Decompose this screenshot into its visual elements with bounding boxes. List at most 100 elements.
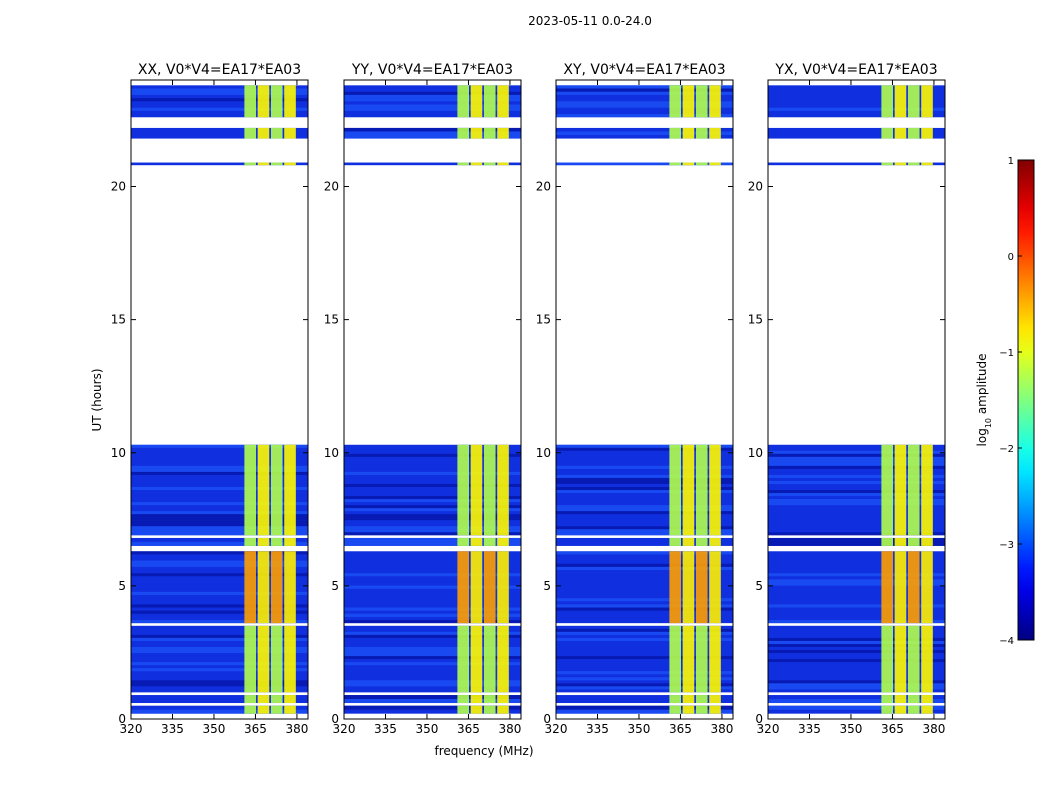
noise-row-0-8-2 bbox=[131, 91, 308, 95]
rfi-column-1-1-3 bbox=[497, 695, 509, 704]
y-tick-label-3-0: 0 bbox=[755, 712, 763, 726]
rfi-column-2-8-1 bbox=[682, 85, 695, 118]
noise-row-3-5-10 bbox=[768, 474, 945, 478]
noise-row-0-2-14 bbox=[131, 668, 308, 672]
noise-row-0-5-28 bbox=[131, 529, 308, 533]
rfi-column-3-5-0 bbox=[881, 444, 894, 536]
noise-row-2-8-2 bbox=[556, 91, 733, 95]
rfi-column-1-4-2 bbox=[483, 537, 496, 546]
rfi-column-3-0-0 bbox=[881, 705, 894, 714]
noise-row-2-2-4 bbox=[556, 637, 733, 641]
noise-row-2-5-29 bbox=[556, 532, 733, 536]
rfi-column-2-4-3 bbox=[709, 537, 721, 546]
x-tick-label-0-2: 350 bbox=[203, 722, 226, 736]
noise-row-0-5-22 bbox=[131, 511, 308, 515]
noise-row-3-5-16 bbox=[768, 493, 945, 497]
rfi-column-0-8-3 bbox=[284, 85, 296, 118]
y-tick-label-3-1: 5 bbox=[755, 579, 763, 593]
rfi-column-2-2-2 bbox=[695, 625, 708, 693]
rfi-column-3-6-0 bbox=[881, 162, 894, 166]
noise-row-2-6-0 bbox=[556, 162, 733, 166]
noise-row-3-5-3 bbox=[768, 453, 945, 457]
noise-row-1-2-9 bbox=[344, 653, 521, 657]
rfi-column-0-1-2 bbox=[270, 695, 283, 704]
rfi-column-2-4-0 bbox=[669, 537, 682, 546]
noise-row-3-3-9 bbox=[768, 579, 945, 583]
noise-row-3-3-17 bbox=[768, 604, 945, 608]
rfi-column-3-6-2 bbox=[907, 162, 920, 166]
y-tick-label-2-3: 15 bbox=[536, 313, 551, 327]
rfi-column-0-0-1 bbox=[257, 705, 270, 714]
rfi-column-2-5-0 bbox=[669, 444, 682, 536]
noise-row-0-2-18 bbox=[131, 680, 308, 684]
rfi-column-3-8-2 bbox=[907, 85, 920, 118]
rfi-column-1-4-3 bbox=[497, 537, 509, 546]
colorbar-tick-label-5: −4 bbox=[999, 636, 1014, 647]
x-tick-label-0-1: 335 bbox=[161, 722, 184, 736]
y-tick-label-1-3: 15 bbox=[324, 313, 339, 327]
rfi-column-1-6-0 bbox=[457, 162, 470, 166]
noise-row-0-2-12 bbox=[131, 662, 308, 666]
rfi-column-2-6-1 bbox=[682, 162, 695, 166]
noise-row-2-7-1 bbox=[556, 131, 733, 136]
noise-row-1-1-0 bbox=[344, 695, 521, 700]
rfi-column-3-1-3 bbox=[921, 695, 933, 704]
rfi-column-1-5-1 bbox=[470, 444, 483, 536]
rfi-column-2-7-3 bbox=[709, 127, 721, 139]
rfi-column-1-7-0 bbox=[457, 127, 470, 139]
colorbar-tick-label-3: −2 bbox=[999, 444, 1014, 455]
rfi-column-2-0-0 bbox=[669, 705, 682, 714]
rfi-column-2-6-2 bbox=[695, 162, 708, 166]
rfi-column-2-8-0 bbox=[669, 85, 682, 118]
rfi-column-2-4-2 bbox=[695, 537, 708, 546]
noise-row-0-2-19 bbox=[131, 683, 308, 687]
noise-row-2-2-10 bbox=[556, 656, 733, 660]
y-tick-label-3-2: 10 bbox=[748, 446, 763, 460]
rfi-column-2-1-1 bbox=[682, 695, 695, 704]
noise-row-0-3-7 bbox=[131, 573, 308, 577]
rfi-column-0-5-1 bbox=[257, 444, 270, 536]
data-segment-0-6 bbox=[131, 162, 308, 166]
rfi-column-1-3-1 bbox=[470, 551, 483, 624]
noise-row-1-2-12 bbox=[344, 662, 521, 666]
x-tick-label-0-3: 365 bbox=[244, 722, 267, 736]
noise-row-3-5-5 bbox=[768, 459, 945, 463]
x-tick-label-3-4: 380 bbox=[922, 722, 945, 736]
x-tick-label-1-0: 320 bbox=[333, 722, 356, 736]
y-tick-label-2-2: 10 bbox=[536, 446, 551, 460]
noise-row-2-5-1 bbox=[556, 447, 733, 451]
noise-row-1-8-2 bbox=[344, 91, 521, 95]
x-tick-label-3-3: 365 bbox=[881, 722, 904, 736]
noise-row-0-5-9 bbox=[131, 471, 308, 475]
noise-row-3-3-10 bbox=[768, 582, 945, 586]
y-tick-label-1-4: 20 bbox=[324, 180, 339, 194]
noise-row-0-5-29 bbox=[131, 532, 308, 536]
x-tick-label-3-1: 335 bbox=[798, 722, 821, 736]
rfi-column-1-2-1 bbox=[470, 625, 483, 693]
rfi-column-2-2-0 bbox=[669, 625, 682, 693]
noise-row-2-5-11 bbox=[556, 477, 733, 481]
rfi-column-1-1-0 bbox=[457, 695, 470, 704]
rfi-column-0-4-0 bbox=[244, 537, 257, 546]
rfi-column-3-3-2 bbox=[907, 551, 920, 624]
rfi-column-1-5-0 bbox=[457, 444, 470, 536]
data-segment-3-7 bbox=[768, 127, 945, 139]
y-tick-label-0-4: 20 bbox=[111, 180, 126, 194]
noise-row-3-2-11 bbox=[768, 659, 945, 663]
noise-row-2-5-21 bbox=[556, 508, 733, 512]
noise-row-3-5-6 bbox=[768, 462, 945, 466]
rfi-column-0-6-2 bbox=[270, 162, 283, 166]
noise-row-2-2-2 bbox=[556, 631, 733, 635]
y-tick-label-1-2: 10 bbox=[324, 446, 339, 460]
rfi-column-1-4-0 bbox=[457, 537, 470, 546]
rfi-column-1-8-2 bbox=[483, 85, 496, 118]
rfi-column-2-7-0 bbox=[669, 127, 682, 139]
noise-row-0-3-0 bbox=[131, 551, 308, 555]
rfi-column-1-3-0 bbox=[457, 551, 470, 624]
colorbar bbox=[1017, 159, 1035, 641]
rfi-column-0-3-2 bbox=[270, 551, 283, 624]
noise-row-3-5-2 bbox=[768, 450, 945, 454]
noise-row-1-8-6 bbox=[344, 104, 521, 108]
noise-row-0-5-19 bbox=[131, 502, 308, 506]
